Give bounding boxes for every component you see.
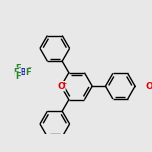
Text: B: B — [19, 68, 26, 77]
Text: F: F — [26, 68, 31, 77]
Text: ⁻: ⁻ — [28, 64, 32, 73]
Text: F: F — [15, 72, 21, 81]
Text: O: O — [57, 82, 65, 91]
Text: O: O — [145, 82, 152, 91]
Text: F: F — [14, 68, 19, 77]
Text: F: F — [15, 64, 21, 73]
Text: +: + — [62, 81, 67, 86]
